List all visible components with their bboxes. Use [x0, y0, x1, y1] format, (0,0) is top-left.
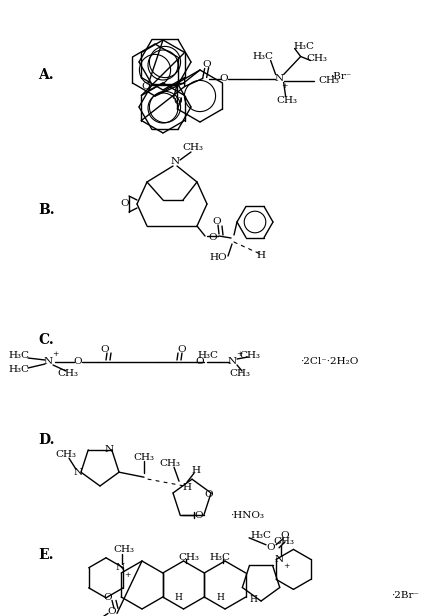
Text: CH₃: CH₃	[56, 450, 77, 459]
Text: H: H	[175, 593, 182, 601]
Text: O: O	[213, 217, 221, 227]
Text: CH₃: CH₃	[240, 351, 260, 360]
Text: O: O	[121, 200, 129, 208]
Text: CH₃: CH₃	[57, 370, 78, 378]
Text: H₃C: H₃C	[8, 365, 29, 373]
Text: O: O	[205, 490, 213, 500]
Text: H: H	[192, 466, 201, 475]
Text: N: N	[73, 468, 82, 477]
Text: +: +	[124, 571, 130, 579]
Text: CH₃: CH₃	[229, 370, 250, 378]
Text: ·2Br⁻: ·2Br⁻	[391, 591, 419, 599]
Text: O: O	[73, 357, 82, 367]
Text: H₃C: H₃C	[250, 531, 271, 540]
Text: H: H	[216, 593, 224, 601]
Text: CH₃: CH₃	[276, 96, 297, 105]
Text: H₃C: H₃C	[210, 553, 231, 562]
Text: ·HNO₃: ·HNO₃	[230, 511, 264, 520]
Text: +: +	[236, 350, 242, 358]
Text: H₃C: H₃C	[293, 42, 314, 51]
Text: O: O	[209, 233, 217, 243]
Text: HO: HO	[209, 254, 227, 262]
Text: H₃C: H₃C	[253, 52, 274, 61]
Text: B.: B.	[38, 203, 55, 217]
Text: N: N	[228, 357, 237, 367]
Text: H: H	[249, 595, 257, 604]
Text: N: N	[275, 555, 284, 564]
Text: CH₃: CH₃	[134, 453, 155, 461]
Text: CH₃: CH₃	[159, 459, 181, 468]
Text: D.: D.	[38, 433, 55, 447]
Text: CH₃: CH₃	[273, 537, 294, 546]
Text: +: +	[281, 83, 288, 91]
Text: H₃C: H₃C	[8, 351, 29, 360]
Text: O: O	[178, 346, 186, 354]
Text: O: O	[281, 531, 289, 540]
Text: +: +	[283, 562, 289, 570]
Text: O: O	[220, 74, 228, 83]
Text: H: H	[257, 251, 266, 261]
Text: CH₃: CH₃	[113, 545, 134, 554]
Text: CH₃: CH₃	[306, 54, 327, 63]
Text: N: N	[274, 74, 283, 83]
Text: O: O	[101, 346, 109, 354]
Text: N: N	[116, 563, 125, 572]
Text: O: O	[267, 543, 276, 553]
Text: O: O	[194, 511, 202, 520]
Text: C.: C.	[38, 333, 54, 347]
Text: CH₃: CH₃	[319, 76, 340, 85]
Text: ·2Cl⁻·2H₂O: ·2Cl⁻·2H₂O	[300, 357, 358, 367]
Text: CH₃: CH₃	[182, 144, 203, 153]
Text: N: N	[104, 445, 113, 455]
Text: CH₃: CH₃	[178, 553, 199, 562]
Text: A.: A.	[38, 68, 54, 82]
Text: H₃C: H₃C	[197, 351, 218, 360]
Text: O: O	[108, 607, 116, 616]
Text: O: O	[196, 357, 204, 367]
Text: O: O	[103, 593, 112, 602]
Text: N: N	[43, 357, 52, 367]
Text: E.: E.	[38, 548, 53, 562]
Text: O: O	[202, 60, 211, 69]
Text: O: O	[142, 82, 150, 91]
Text: N: N	[170, 158, 180, 166]
Text: +: +	[52, 350, 58, 358]
Text: H: H	[182, 483, 192, 492]
Text: ·Br⁻: ·Br⁻	[330, 72, 351, 81]
Text: O: O	[173, 97, 182, 105]
